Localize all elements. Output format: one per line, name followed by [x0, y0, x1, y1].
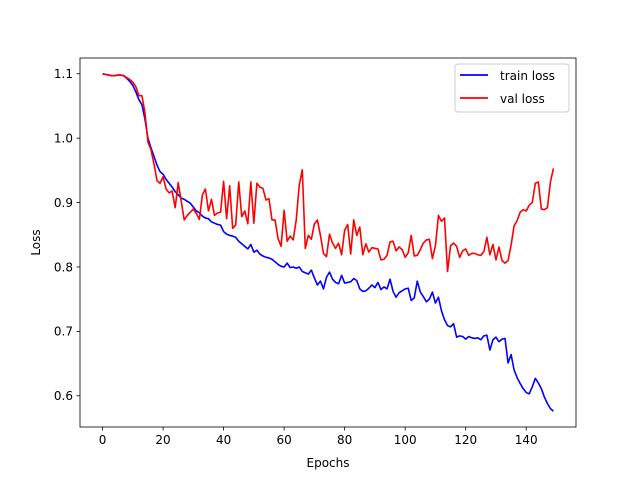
- y-tick-label: 0.8: [54, 260, 73, 274]
- x-tick-label: 0: [99, 433, 107, 447]
- x-tick-label: 100: [394, 433, 417, 447]
- x-tick-label: 60: [276, 433, 291, 447]
- legend-label-val-loss: val loss: [500, 92, 545, 106]
- y-tick-label: 0.6: [54, 389, 73, 403]
- y-tick-label: 0.9: [54, 196, 73, 210]
- x-tick-label: 120: [454, 433, 477, 447]
- x-tick-label: 20: [155, 433, 170, 447]
- legend: train loss val loss: [455, 64, 569, 112]
- x-tick-label: 40: [216, 433, 231, 447]
- legend-label-train-loss: train loss: [500, 69, 555, 83]
- y-axis-label: Loss: [29, 229, 43, 255]
- x-axis-label: Epochs: [307, 456, 350, 470]
- y-tick-label: 0.7: [54, 325, 73, 339]
- y-tick-label: 1.1: [54, 67, 73, 81]
- x-tick-label: 140: [515, 433, 538, 447]
- x-tick-label: 80: [337, 433, 352, 447]
- y-tick-label: 1.0: [54, 131, 73, 145]
